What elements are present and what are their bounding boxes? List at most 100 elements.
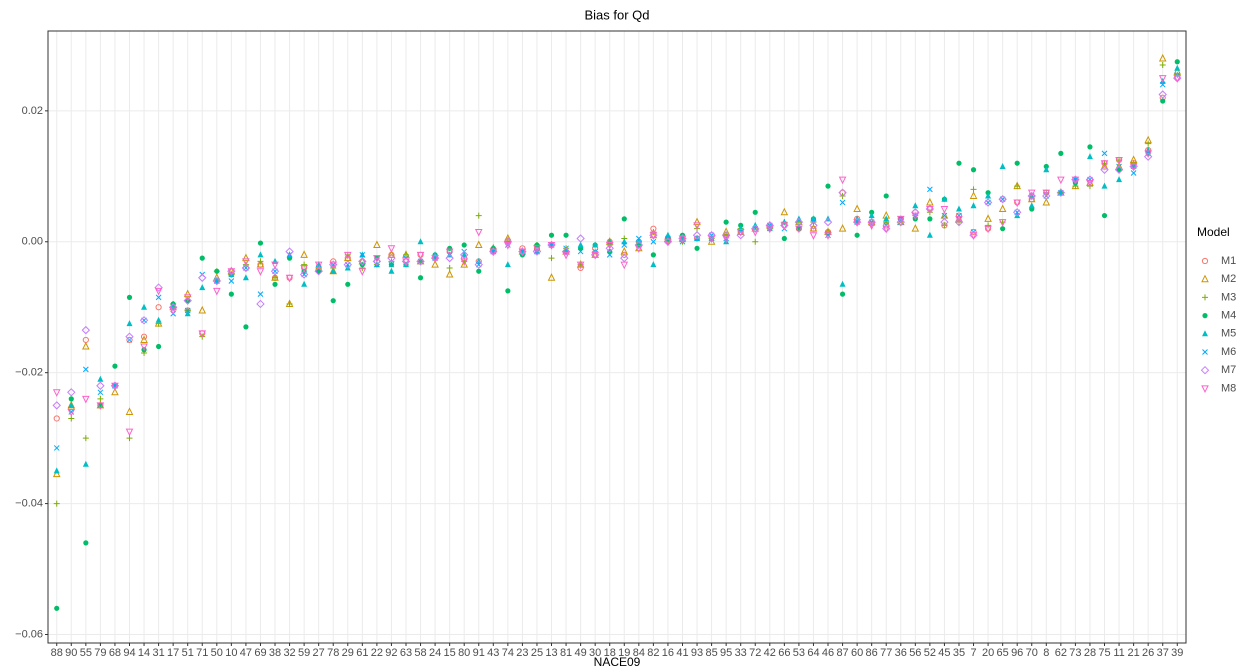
x-tick-label: 68 (109, 647, 121, 659)
x-tick-label: 58 (414, 647, 426, 659)
point (271, 261, 279, 270)
y-tick-label: −0.06 (15, 628, 43, 640)
point (227, 268, 236, 276)
point (955, 215, 963, 224)
point (984, 225, 992, 234)
legend-label: M8 (1221, 382, 1236, 394)
point (1086, 153, 1093, 160)
point (68, 409, 75, 415)
point (1158, 75, 1167, 83)
point (649, 232, 658, 240)
point (388, 261, 395, 268)
point (692, 231, 702, 240)
point (155, 343, 162, 350)
point (212, 276, 222, 286)
x-tick-label: 63 (400, 647, 412, 659)
x-tick-label: 45 (938, 647, 950, 659)
point (969, 232, 978, 240)
point (1014, 212, 1021, 219)
point (620, 253, 629, 263)
point (999, 162, 1006, 169)
point (314, 267, 323, 276)
point (867, 222, 876, 231)
point (721, 231, 731, 240)
point (459, 250, 469, 260)
point (1086, 179, 1094, 188)
point (548, 232, 555, 238)
x-tick-label: 74 (502, 647, 514, 659)
point (896, 217, 905, 226)
point (635, 235, 642, 242)
point (96, 402, 105, 411)
x-tick-label: 66 (778, 647, 790, 659)
point (838, 176, 847, 185)
point (272, 274, 279, 281)
point (53, 467, 60, 474)
point (620, 261, 629, 270)
point (445, 269, 454, 278)
point (927, 186, 933, 193)
point (388, 267, 395, 274)
x-tick-label: 59 (298, 647, 310, 659)
point (765, 221, 775, 230)
point (838, 224, 847, 232)
point (461, 251, 468, 258)
point (853, 204, 861, 213)
point (154, 287, 163, 296)
point (504, 261, 511, 268)
x-tick-label: 65 (997, 647, 1009, 659)
point (1085, 175, 1095, 184)
point (970, 186, 977, 193)
point (461, 242, 467, 248)
point (112, 363, 118, 369)
point (1100, 160, 1109, 168)
x-tick-label: 16 (662, 647, 674, 659)
point (242, 253, 250, 262)
point (431, 255, 439, 263)
point (823, 217, 833, 227)
point (780, 207, 789, 216)
point (1115, 156, 1123, 165)
point (460, 260, 469, 268)
x-tick-label: 92 (385, 647, 397, 659)
point (1027, 194, 1036, 203)
point (621, 216, 627, 222)
point (373, 240, 381, 249)
point (445, 248, 454, 257)
point (1202, 349, 1208, 355)
point (373, 255, 381, 263)
point (605, 244, 614, 253)
point (1159, 81, 1166, 88)
point (592, 241, 599, 248)
point (329, 261, 338, 270)
x-tick-label: 18 (604, 647, 616, 659)
x-tick-label: 75 (1098, 647, 1110, 659)
point (926, 206, 934, 214)
x-tick-label: 35 (953, 647, 965, 659)
point (956, 212, 962, 219)
point (140, 333, 148, 340)
point (839, 199, 846, 206)
point (83, 540, 89, 546)
point (82, 366, 89, 373)
point (853, 219, 861, 227)
x-tick-label: 53 (793, 647, 805, 659)
legend-label: M3 (1221, 291, 1236, 303)
x-tick-label: 90 (65, 647, 77, 659)
point (984, 214, 992, 222)
point (1129, 163, 1138, 172)
x-tick-label: 8 (1043, 647, 1049, 659)
point (1201, 274, 1209, 283)
point (940, 217, 949, 227)
x-tick-label: 80 (458, 647, 470, 659)
x-tick-label: 25 (531, 647, 543, 659)
x-tick-label: 84 (633, 647, 645, 659)
point (387, 253, 396, 263)
point (372, 257, 382, 266)
point (868, 212, 875, 219)
point (1087, 144, 1093, 150)
point (155, 304, 162, 311)
point (1056, 188, 1066, 197)
chart-title: Bias for Qd (584, 7, 649, 22)
